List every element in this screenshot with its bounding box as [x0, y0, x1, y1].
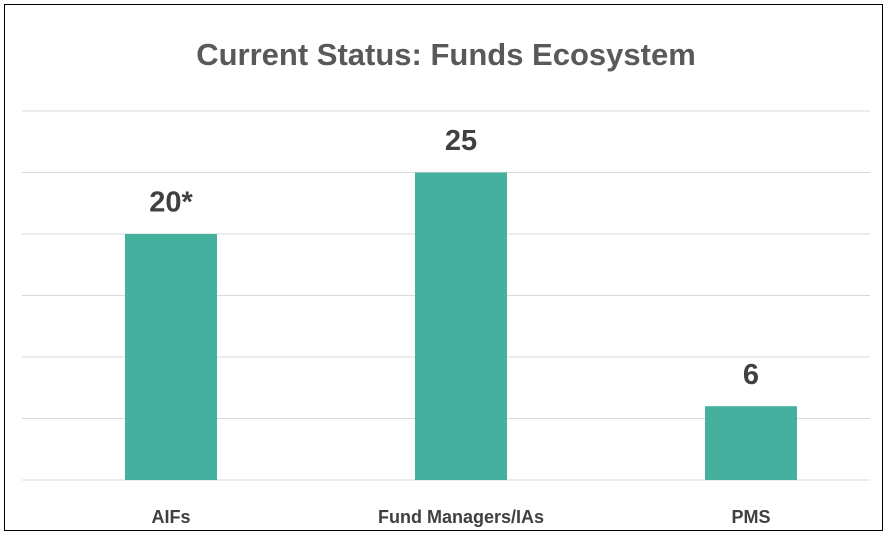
bar [415, 172, 507, 480]
bar [125, 234, 217, 480]
x-tick-label: Fund Managers/IAs [378, 507, 544, 527]
x-tick-label: PMS [731, 507, 770, 527]
chart-title: Current Status: Funds Ecosystem [196, 37, 696, 72]
data-label: 25 [445, 125, 477, 157]
bar [705, 406, 797, 480]
data-label: 20* [149, 187, 193, 219]
data-label: 6 [743, 359, 759, 391]
x-tick-label: AIFs [151, 507, 190, 527]
